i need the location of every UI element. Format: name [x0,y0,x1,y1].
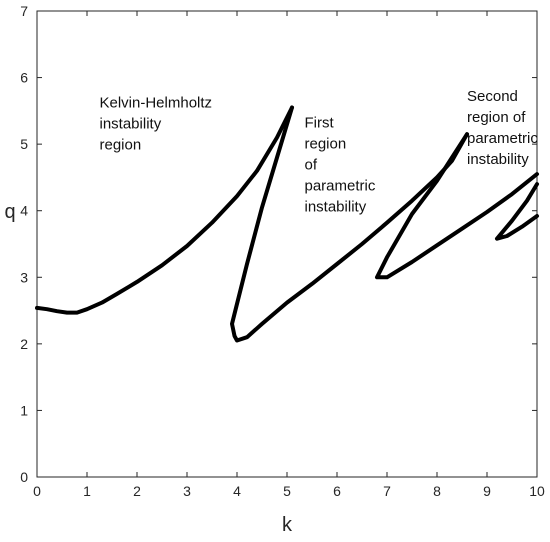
curve-branch-3 [375,132,539,280]
x-tick-label: 4 [233,483,241,499]
annotation-line: Kelvin-Helmholtz [100,95,213,112]
x-tick-label: 6 [333,483,341,499]
annotation-line: region of [467,109,526,126]
y-tick-label: 3 [20,269,28,285]
plot-curves [35,105,539,343]
y-tick-label: 7 [20,3,28,19]
x-tick-label: 10 [529,483,545,499]
annotation-line: First [305,115,335,132]
annotation-3: Second region of parametric instability [467,88,538,168]
annotation-1: Kelvin-Helmholtz instability region [100,95,213,154]
annotation-line: instability [100,116,162,133]
plot-frame [36,10,538,478]
curve-branch-4 [495,182,539,241]
x-tick-label: 9 [483,483,491,499]
x-tick-label: 7 [383,483,391,499]
y-axis-ticks: 0 1 2 3 4 5 6 7 [20,3,537,485]
annotation-line: instability [305,199,367,216]
x-tick-label: 5 [283,483,291,499]
y-tick-label: 6 [20,70,28,86]
y-tick-label: 4 [20,203,28,219]
curve-branch-1 [35,105,294,315]
x-tick-label: 1 [83,483,91,499]
annotation-line: instability [467,151,529,168]
x-tick-label: 0 [33,483,41,499]
x-tick-label: 2 [133,483,141,499]
annotation-line: of [305,157,318,174]
curve-branch-2 [230,105,469,343]
y-axis-label: q [4,201,15,223]
annotation-line: region [305,136,347,153]
y-tick-label: 2 [20,336,28,352]
x-tick-label: 3 [183,483,191,499]
annotation-line: Second [467,88,518,105]
x-axis-label: k [282,514,293,536]
annotation-line: parametric [305,178,376,195]
y-tick-label: 1 [20,402,28,418]
y-tick-label: 0 [20,469,28,485]
y-tick-label: 5 [20,136,28,152]
x-axis-ticks: 0 1 2 3 4 5 6 7 8 9 10 [33,11,545,499]
x-tick-label: 8 [433,483,441,499]
annotation-2: First region of parametric instability [305,115,376,216]
annotation-line: region [100,137,142,154]
annotations: Kelvin-Helmholtz instability region First re… [100,88,539,216]
annotation-line: parametric [467,130,538,147]
